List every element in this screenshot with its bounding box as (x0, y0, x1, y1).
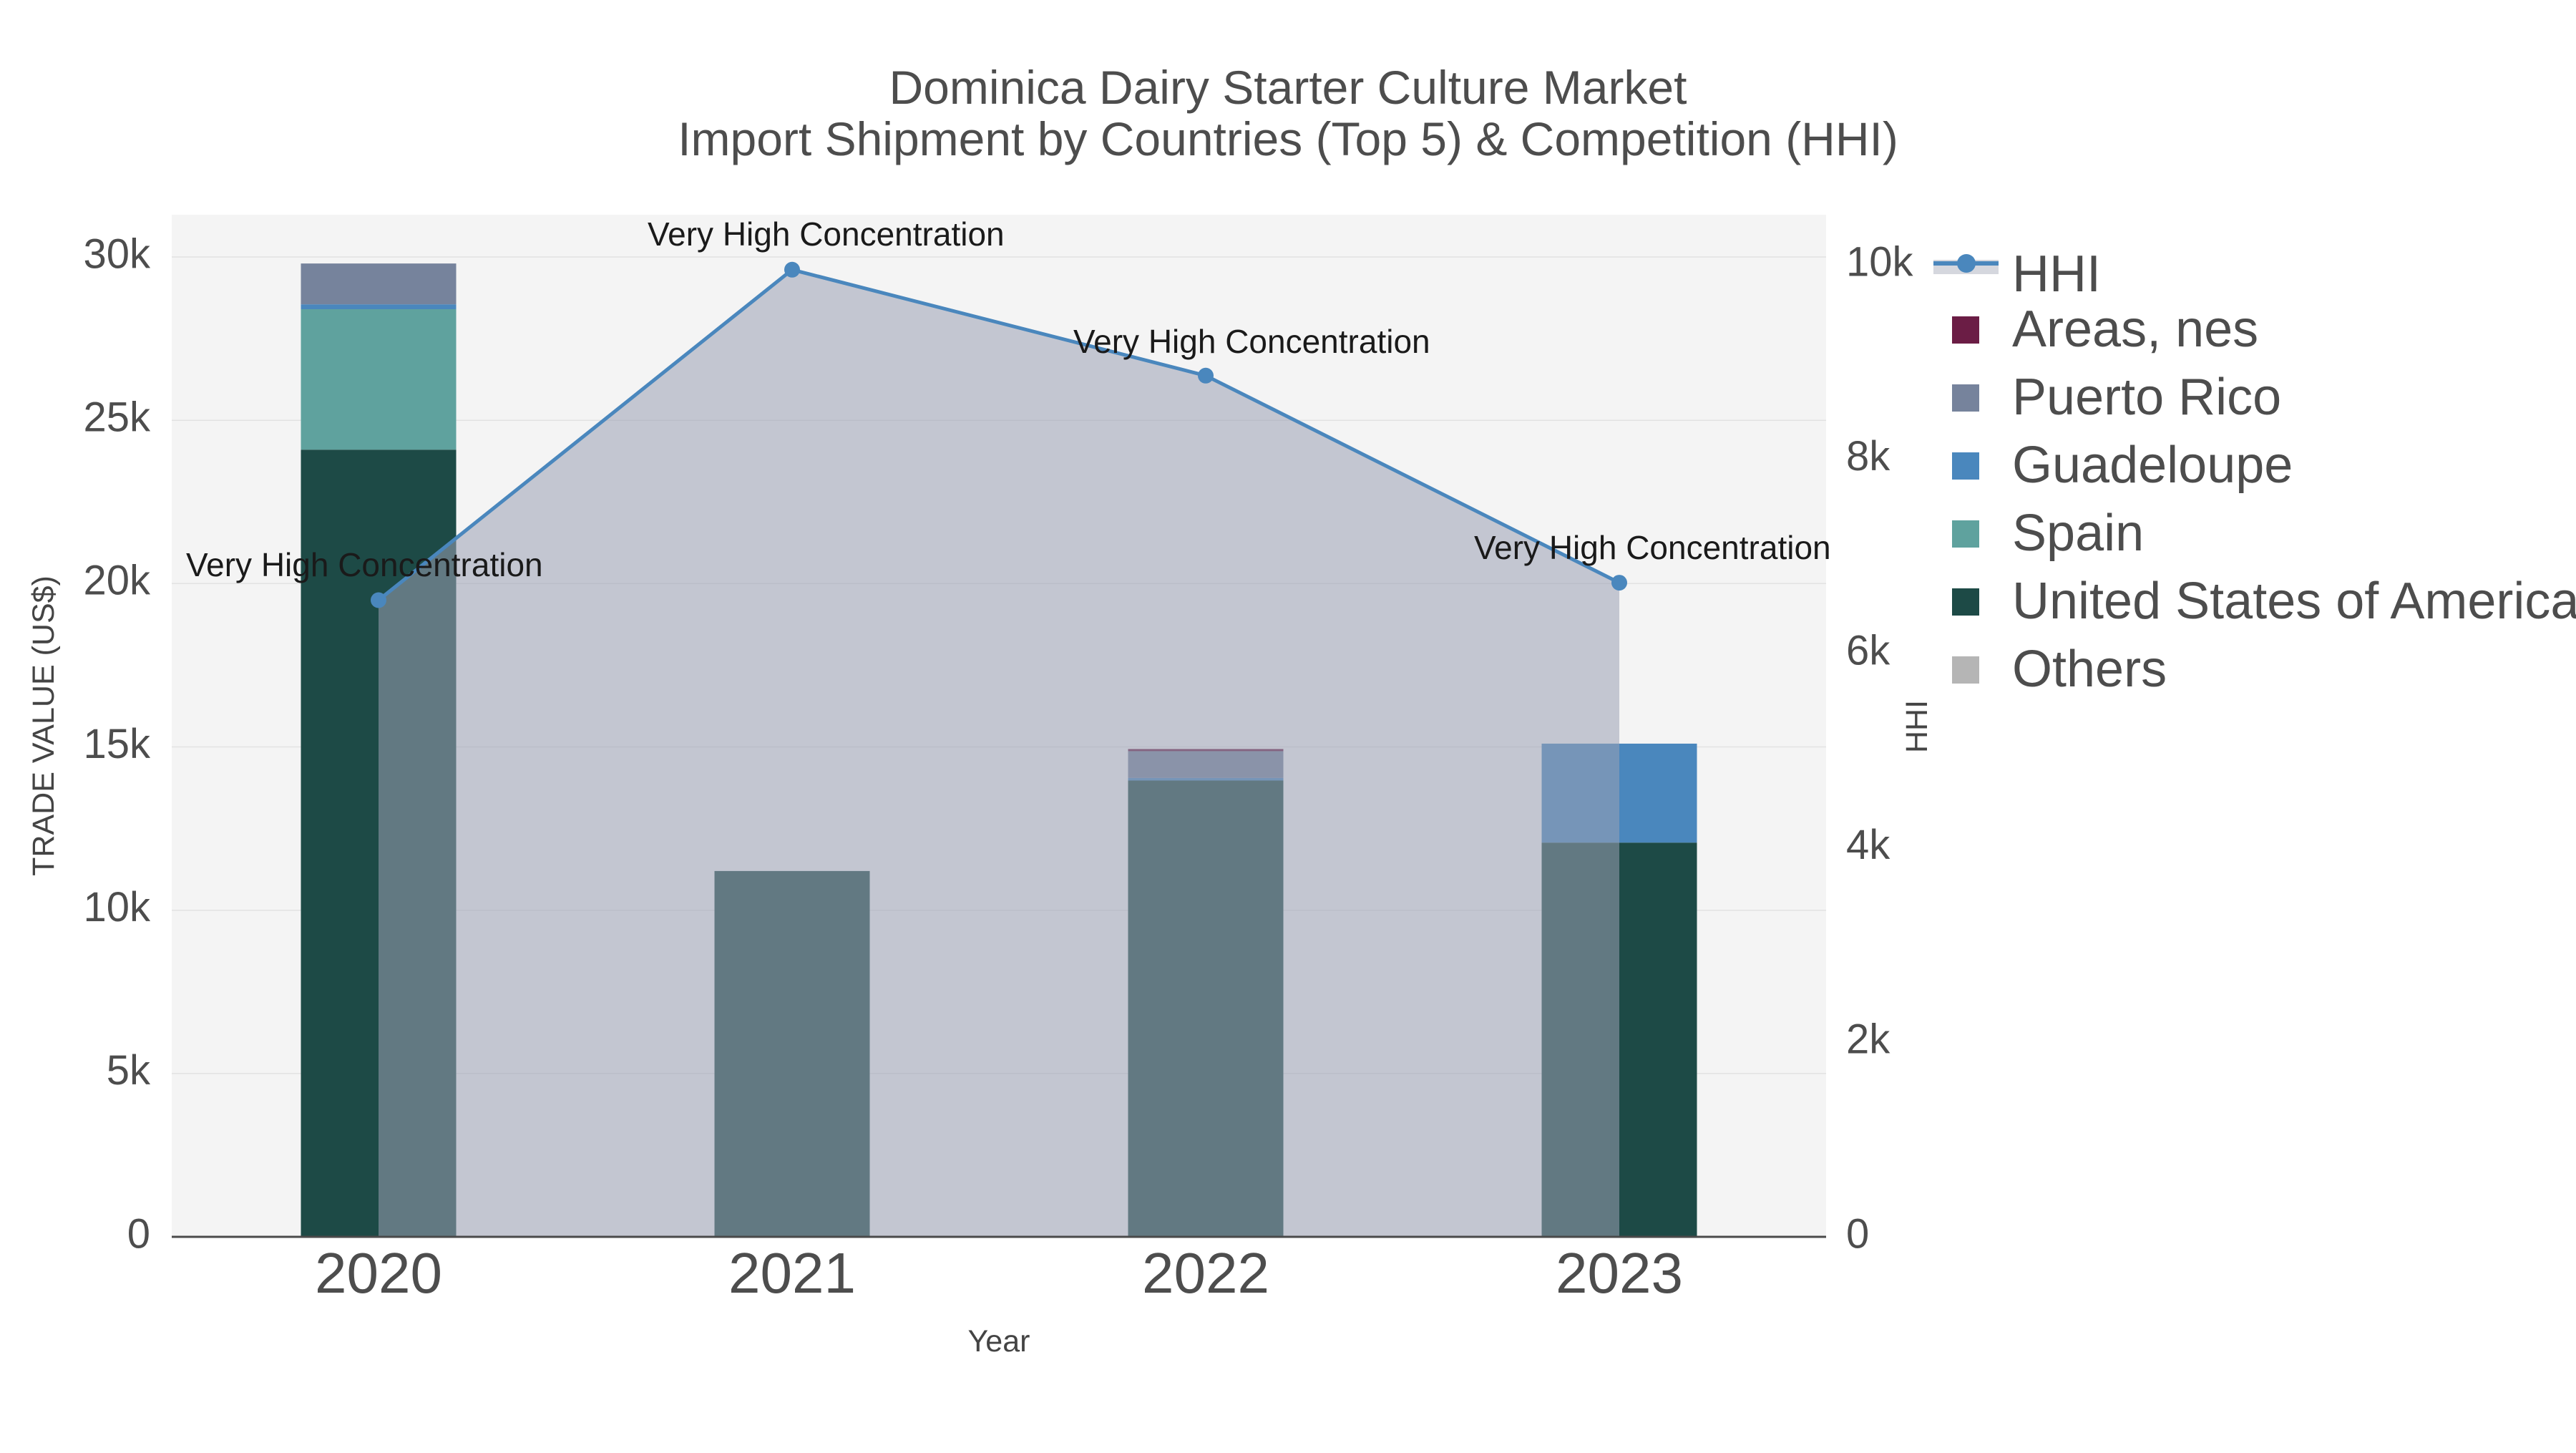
svg-text:8k: 8k (1846, 433, 1890, 480)
svg-text:2022: 2022 (1142, 1241, 1269, 1305)
svg-text:United States of America: United States of America (2012, 573, 2576, 630)
svg-text:Import Shipment by Countries (: Import Shipment by Countries (Top 5) & C… (678, 112, 1898, 165)
svg-text:Puerto Rico: Puerto Rico (2012, 369, 2281, 426)
svg-text:Very High Concentration: Very High Concentration (1073, 323, 1430, 360)
svg-text:25k: 25k (83, 394, 151, 441)
svg-text:2023: 2023 (1556, 1241, 1683, 1305)
svg-text:4k: 4k (1846, 822, 1890, 868)
svg-text:Spain: Spain (2012, 505, 2144, 562)
svg-text:Very High Concentration: Very High Concentration (186, 546, 543, 583)
svg-text:2021: 2021 (728, 1241, 856, 1305)
svg-text:Year: Year (968, 1324, 1030, 1359)
svg-text:HHI: HHI (1900, 700, 1934, 753)
svg-text:15k: 15k (83, 721, 151, 767)
svg-text:Guadeloupe: Guadeloupe (2012, 437, 2293, 494)
svg-text:2020: 2020 (315, 1241, 442, 1305)
svg-text:6k: 6k (1846, 628, 1890, 674)
svg-text:Areas, nes: Areas, nes (2012, 301, 2258, 358)
svg-text:HHI: HHI (2012, 246, 2101, 303)
svg-text:Very High Concentration: Very High Concentration (648, 215, 1005, 253)
svg-text:TRADE VALUE (US$): TRADE VALUE (US$) (26, 575, 61, 876)
svg-text:Others: Others (2012, 641, 2167, 698)
svg-text:20k: 20k (83, 558, 151, 604)
svg-text:10k: 10k (83, 884, 151, 930)
svg-text:5k: 5k (107, 1047, 151, 1094)
svg-text:0: 0 (1846, 1210, 1869, 1257)
svg-text:Very High Concentration: Very High Concentration (1474, 529, 1831, 566)
svg-text:30k: 30k (83, 230, 151, 277)
svg-text:10k: 10k (1846, 238, 1914, 285)
svg-text:0: 0 (127, 1210, 150, 1257)
svg-text:2k: 2k (1846, 1016, 1890, 1063)
svg-text:Dominica Dairy Starter Culture: Dominica Dairy Starter Culture Market (889, 61, 1687, 114)
